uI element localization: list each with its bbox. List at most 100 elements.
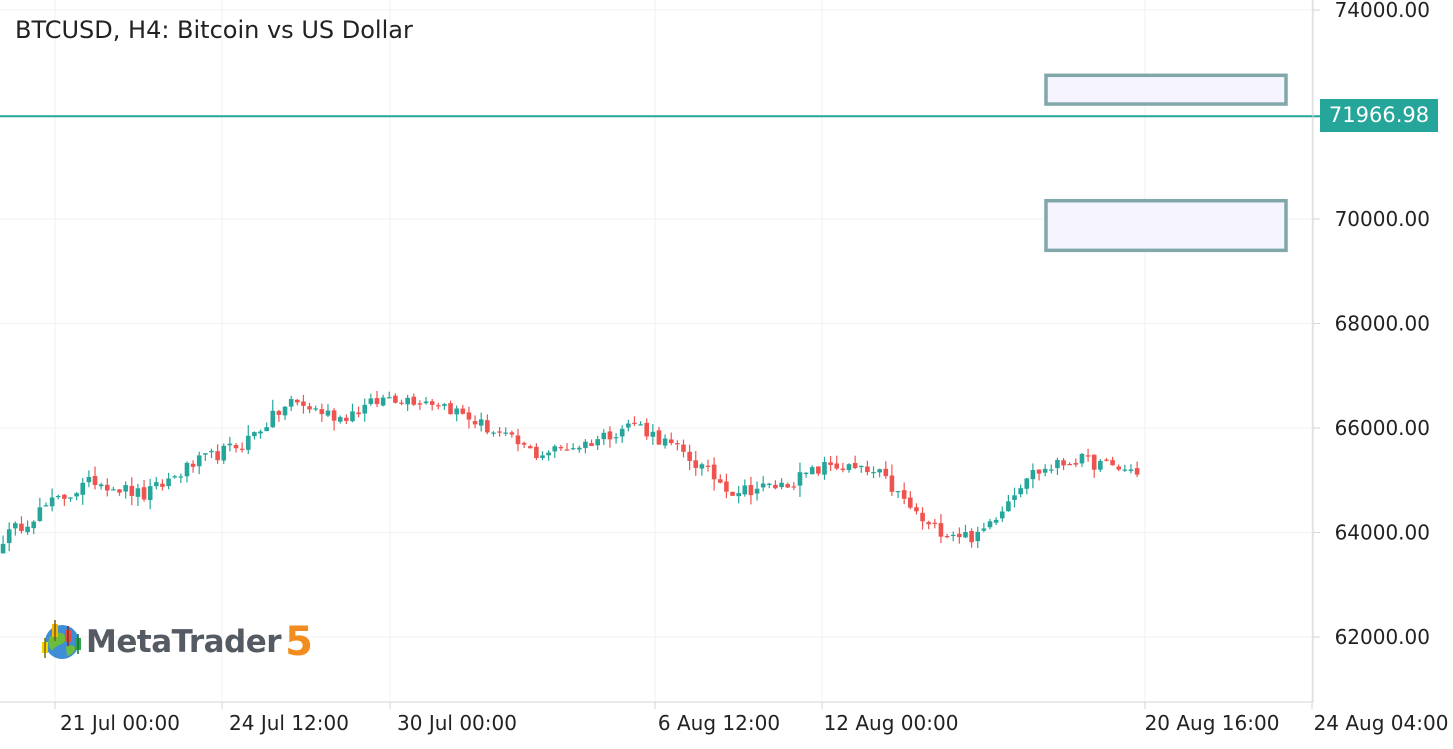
y-axis-ticks[interactable]: 74000.00 70000.00 68000.00 66000.00 64000.00… — [1313, 0, 1430, 649]
x-axis-ticks[interactable]: 21 Jul 00:00 24 Jul 12:00 30 Jul 00:00 6 Au… — [54, 702, 1448, 735]
candle-body — [632, 422, 637, 424]
candle-body — [626, 423, 631, 428]
candle-body — [668, 439, 674, 444]
candle-body — [1036, 469, 1042, 474]
candle-body — [282, 406, 288, 416]
x-tick-label: 21 Jul 00:00 — [60, 711, 180, 735]
candle-body — [858, 465, 864, 468]
candle-body — [184, 462, 190, 477]
candle-body — [380, 397, 386, 406]
candle-body — [1048, 469, 1054, 471]
candle-body — [552, 446, 558, 452]
candle-body — [809, 467, 815, 475]
candle-body — [411, 396, 417, 405]
candle-body — [288, 399, 294, 407]
candle-body — [981, 528, 987, 531]
candle-body — [239, 448, 245, 450]
candle-body — [233, 445, 239, 449]
candle-body — [969, 530, 974, 543]
candle-body — [264, 427, 269, 432]
candle-body — [497, 431, 502, 433]
candle-body — [889, 475, 895, 492]
candle-body — [914, 507, 919, 512]
candle-body — [920, 512, 925, 522]
price-zones — [1044, 73, 1288, 253]
candle-body — [135, 488, 141, 497]
candle-body — [644, 422, 650, 437]
candle-body — [227, 443, 233, 446]
candle-body — [711, 464, 717, 480]
candle-body — [190, 463, 196, 467]
candle-body — [270, 410, 276, 428]
candle-body — [527, 446, 533, 449]
candle-body — [852, 462, 858, 469]
candle-body — [895, 491, 901, 493]
candle-body — [154, 482, 159, 487]
candle-body — [546, 452, 551, 456]
candle-body — [564, 449, 570, 451]
candle-body — [68, 497, 73, 499]
candle-body — [196, 455, 202, 467]
candle-body — [828, 462, 833, 465]
candle-body — [485, 420, 490, 433]
candle-body — [448, 403, 453, 415]
chart-title: BTCUSD, H4: Bitcoin vs US Dollar — [15, 16, 413, 44]
supply-zone[interactable] — [1044, 73, 1288, 106]
candle-body — [1024, 478, 1030, 489]
candle-body — [123, 485, 128, 492]
candle-body — [454, 408, 459, 415]
candle-body — [6, 529, 12, 544]
candle-body — [362, 404, 368, 414]
candle-body — [742, 485, 748, 495]
candle-body — [1006, 501, 1011, 512]
candle-body — [975, 531, 981, 542]
candle-body — [993, 519, 999, 523]
candle-body — [55, 495, 61, 498]
candle-body — [1042, 468, 1048, 473]
candle-body — [203, 453, 208, 455]
candle-body — [773, 484, 778, 489]
candle-body — [104, 484, 110, 491]
candle-body — [840, 468, 846, 470]
candle-body — [435, 405, 441, 407]
candle-body — [681, 444, 686, 452]
demand-zone[interactable] — [1044, 198, 1288, 253]
y-tick-label: 66000.00 — [1335, 416, 1430, 440]
y-tick-label: 68000.00 — [1335, 312, 1430, 336]
candle-body — [1098, 460, 1103, 470]
candle-body — [803, 472, 809, 474]
candle-body — [215, 451, 220, 461]
candle-body — [583, 441, 588, 449]
candle-body — [466, 412, 472, 420]
candle-body — [957, 533, 962, 538]
candle-body — [871, 472, 876, 474]
candle-body — [19, 523, 24, 531]
candle-body — [1018, 488, 1023, 495]
candle-body — [1134, 468, 1140, 475]
candle-body — [295, 399, 300, 403]
candle-body — [405, 397, 410, 405]
candle-body — [834, 463, 840, 469]
candle-body — [1128, 469, 1134, 472]
candle-body — [944, 535, 950, 538]
candle-body — [399, 402, 404, 404]
candle-body — [74, 493, 79, 497]
candle-body — [963, 532, 968, 538]
candle-body — [43, 505, 49, 507]
candle-body — [325, 410, 331, 416]
current-price-label: 71966.98 — [1320, 99, 1438, 132]
candles — [0, 390, 1140, 554]
candle-body — [1055, 460, 1060, 469]
y-tick-label: 64000.00 — [1335, 521, 1430, 545]
candle-body — [386, 397, 392, 399]
candle-body — [356, 412, 361, 415]
candle-body — [607, 431, 613, 440]
candle-body — [699, 464, 705, 469]
axes — [0, 0, 1314, 703]
candle-body — [1030, 470, 1036, 480]
candle-body — [129, 485, 135, 496]
candle-body — [331, 410, 337, 421]
candle-body — [258, 431, 263, 434]
candle-body — [344, 417, 349, 421]
